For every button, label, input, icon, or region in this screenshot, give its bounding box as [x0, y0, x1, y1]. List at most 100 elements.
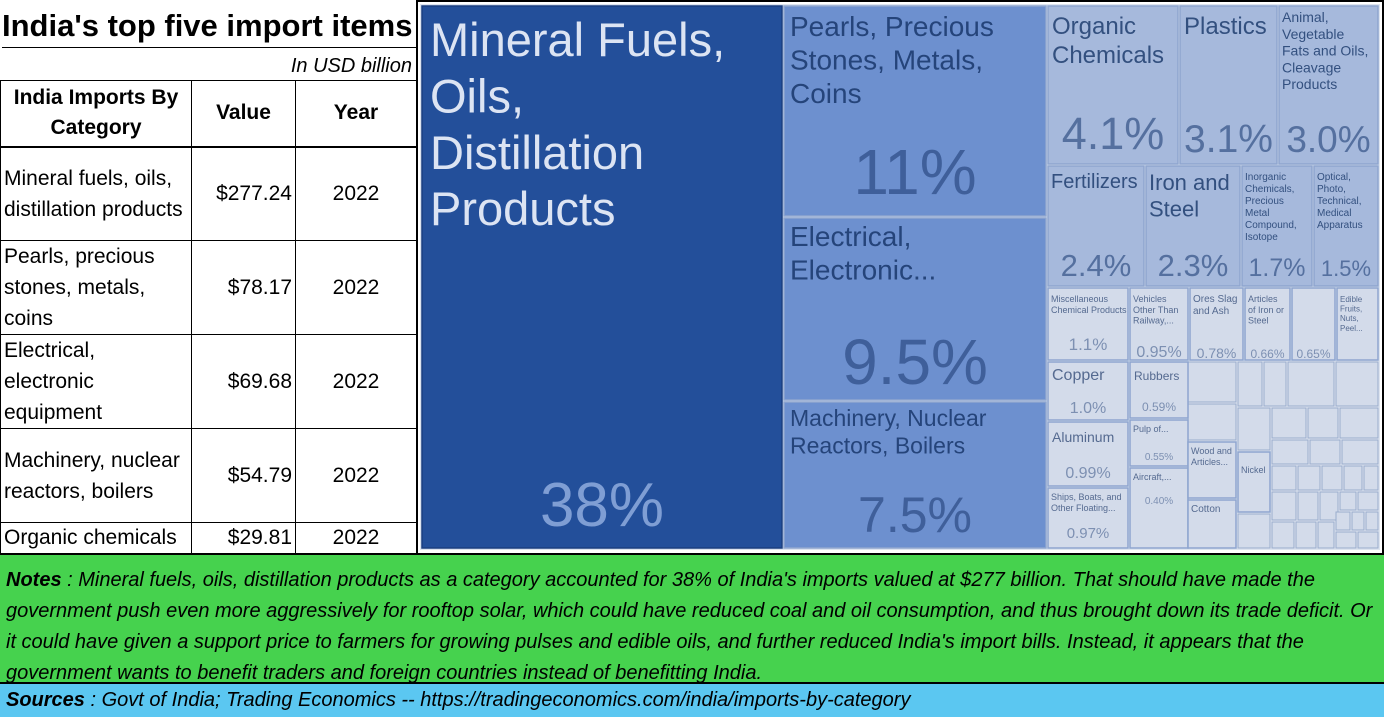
treemap-tile-label: Pearls, Precious: [790, 11, 994, 42]
header-year: Year: [295, 80, 417, 148]
treemap-tile-rect: [1291, 287, 1336, 361]
imports-table-panel: India's top five import items In USD bil…: [0, 0, 418, 554]
header-category: India Imports By Category: [0, 80, 192, 148]
treemap-tile-label: Metal: [1245, 208, 1269, 219]
treemap-tile-label: Steel: [1149, 196, 1199, 221]
treemap-tile-percent: 11%: [853, 136, 976, 208]
treemap-tile-label: Medical: [1317, 208, 1351, 219]
cell-category: Organic chemicals: [0, 522, 192, 554]
treemap-tile: Aluminum 0.99%: [1047, 421, 1129, 487]
treemap-tile-minor: [1321, 465, 1343, 491]
treemap-tile-minor: [1351, 511, 1365, 531]
treemap-tile: Copper 1.0%: [1047, 361, 1129, 421]
cell-year: 2022: [295, 522, 417, 554]
treemap-tile-label: Miscellaneous: [1051, 294, 1109, 304]
treemap-tile-rect: [1278, 5, 1379, 165]
treemap-tile-label: Nuts,: [1340, 314, 1359, 323]
treemap-tile-minor: [1319, 491, 1339, 521]
treemap-tile-label: Products: [430, 182, 615, 235]
treemap-tile-label: Distillation: [430, 126, 644, 179]
treemap-tile-minor: [1365, 511, 1379, 531]
treemap-tile-rect: [1336, 287, 1379, 361]
treemap-tile-percent: 9.5%: [842, 326, 988, 398]
treemap-tile-rect: [1129, 467, 1189, 549]
treemap-tile: Nickel: [1237, 451, 1271, 513]
treemap-tile-minor: [1297, 465, 1321, 491]
treemap-tile: 0.65%: [1291, 287, 1336, 361]
sources-label: Sources: [6, 689, 85, 711]
treemap-tile-rect: [1145, 165, 1241, 287]
cell-year: 2022: [295, 240, 417, 335]
treemap-tile-minor: [1335, 361, 1379, 407]
imports-table: India Imports By Category Value Year Min…: [0, 80, 417, 554]
treemap-tile-minor: [1237, 361, 1263, 407]
treemap-tile: Rubbers 0.59%: [1129, 361, 1189, 419]
treemap-tile-rect: [1237, 451, 1271, 513]
header-value: Value: [191, 80, 296, 148]
treemap-tile-minor: [1271, 465, 1297, 491]
treemap-tile-label: Mineral Fuels,: [430, 13, 725, 66]
treemap-tile-label: Fruits,: [1340, 305, 1362, 314]
table-row: Mineral fuels, oils, distillation produc…: [0, 146, 417, 241]
treemap-tile-percent: 0.59%: [1142, 400, 1176, 414]
treemap-tile-label: Peel...: [1340, 324, 1363, 333]
treemap-tile: InorganicChemicals,PreciousMetalCompound…: [1241, 165, 1313, 287]
treemap-tile-rect: [1244, 287, 1291, 361]
treemap-tile-rect: [421, 5, 783, 549]
treemap-tile-minor: [1339, 491, 1357, 511]
treemap-tile-minor: [1307, 407, 1339, 439]
treemap-tile-minor: [1271, 521, 1295, 549]
notes-text: : Mineral fuels, oils, distillation prod…: [6, 569, 1373, 684]
treemap-tile-label: Other Floating...: [1051, 503, 1116, 513]
treemap-tile-label: Cleavage: [1282, 59, 1341, 75]
cell-category: Electrical, electronic equipment: [0, 334, 192, 429]
treemap-tile-label: Chemicals,: [1245, 184, 1294, 195]
treemap-tile-label: Wood and: [1191, 446, 1232, 456]
treemap-tile-minor: [1295, 521, 1317, 549]
cell-category: Pearls, precious stones, metals, coins: [0, 240, 192, 335]
treemap-tile-label: Railway,...: [1133, 316, 1174, 326]
treemap-tile-minor: [1357, 531, 1379, 549]
treemap-tile-label: Optical,: [1317, 172, 1351, 183]
treemap-tile-label: Products: [1282, 76, 1337, 92]
treemap-tile-minor: [1297, 491, 1319, 521]
treemap-tile-rect: [1241, 165, 1313, 287]
treemap-tile: Optical,Photo,Technical,MedicalApparatus…: [1313, 165, 1379, 287]
treemap-tile-label: Ships, Boats, and: [1051, 492, 1122, 502]
cell-value: $78.17: [191, 240, 296, 335]
treemap-tile-rect: [783, 217, 1047, 401]
cell-value: $54.79: [191, 428, 296, 523]
treemap-tile: EdibleFruits,Nuts,Peel...: [1336, 287, 1379, 361]
treemap-tile-label: Chemical Products: [1051, 305, 1127, 315]
treemap-tile-rect: [1129, 419, 1189, 467]
treemap-tile-label: Precious: [1245, 196, 1284, 207]
treemap-tile-label: Cotton: [1191, 504, 1220, 515]
treemap-tile-percent: 0.97%: [1067, 525, 1110, 542]
unit-note: In USD billion: [290, 55, 412, 77]
treemap-tile-percent: 0.40%: [1145, 496, 1173, 507]
treemap-tile-label: Animal,: [1282, 9, 1329, 25]
treemap-tile: Plastics 3.1%: [1179, 5, 1278, 165]
treemap-tile-rect: [783, 5, 1047, 217]
table-header-row: India Imports By Category Value Year: [0, 80, 417, 148]
treemap-tile-minor: [1271, 439, 1309, 465]
treemap-tile-rect: [1313, 165, 1379, 287]
treemap-tile: Electrical, Electronic... 9.5%: [783, 217, 1047, 401]
treemap-tile-label: Machinery, Nuclear: [790, 405, 987, 431]
treemap-tile-label: Aluminum: [1052, 429, 1114, 445]
treemap-tile-minor: [1263, 361, 1287, 407]
table-row: Electrical, electronic equipment $69.68 …: [0, 334, 417, 429]
treemap-tile: Pulp of... 0.55%: [1129, 419, 1189, 467]
treemap-tile-minor: [1187, 361, 1237, 403]
notes-label: Notes: [6, 569, 62, 591]
treemap-tile-label: Electronic...: [790, 255, 936, 286]
cell-year: 2022: [295, 146, 417, 241]
treemap-tile-rect: [1187, 499, 1237, 549]
cell-value: $29.81: [191, 522, 296, 554]
treemap-tile-label: Compound,: [1245, 220, 1297, 231]
treemap-tile-minor: [1271, 491, 1297, 521]
